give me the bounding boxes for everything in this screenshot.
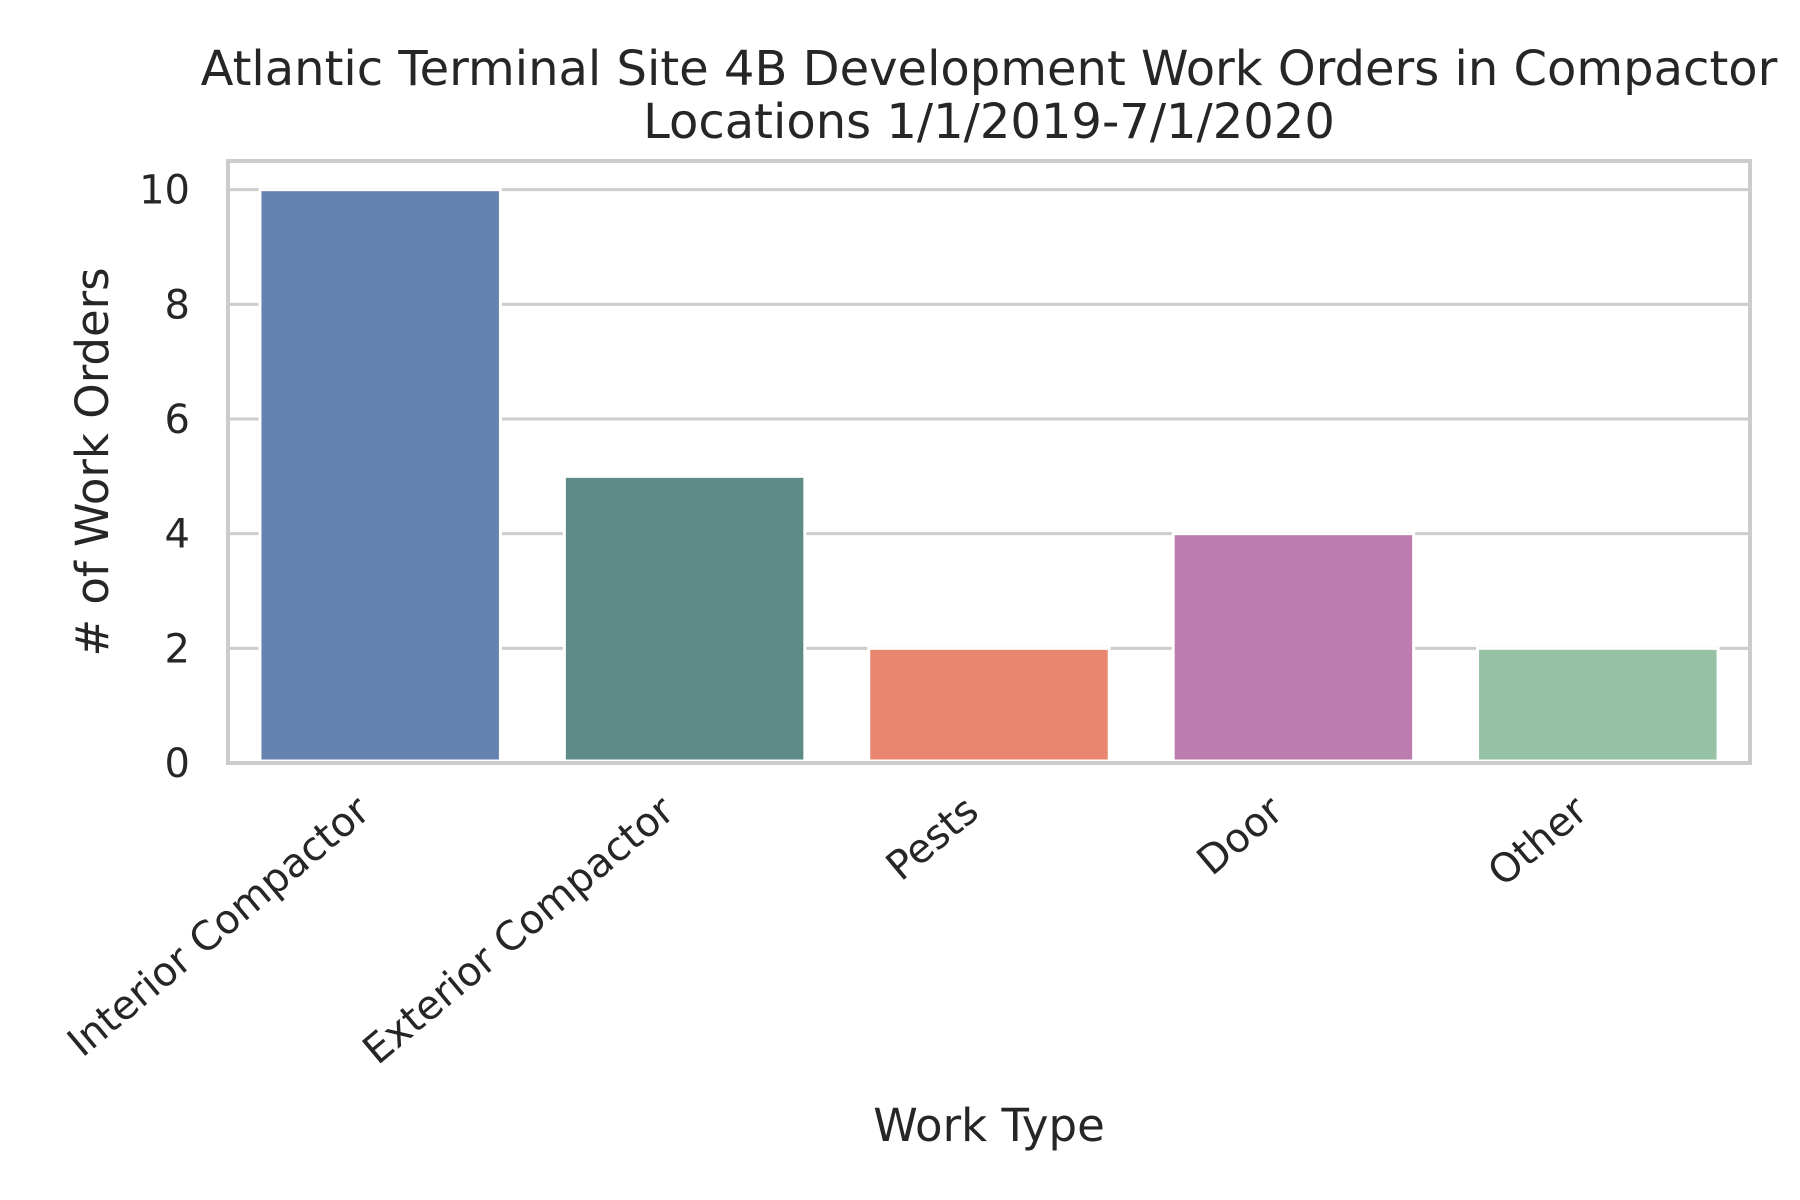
y-tick-label: 4 <box>165 512 190 558</box>
x-tick-label: Pests <box>878 787 988 890</box>
bar <box>562 474 807 763</box>
bar <box>1171 532 1416 763</box>
x-tick-label: Door <box>1189 787 1293 884</box>
y-tick-label: 0 <box>165 741 190 787</box>
plot-frame <box>226 159 1752 765</box>
x-axis-label: Work Type <box>873 1099 1105 1152</box>
chart-title-line-2: Locations 1/1/2019-7/1/2020 <box>643 94 1335 150</box>
bars <box>258 188 1720 763</box>
x-tick-label: Interior Compactor <box>59 787 379 1066</box>
y-tick-label: 6 <box>165 397 190 443</box>
x-tick-label: Other <box>1480 787 1597 896</box>
y-tick-label: 10 <box>139 168 190 214</box>
y-tick-label: 8 <box>165 282 190 328</box>
y-tick-label: 2 <box>165 626 190 672</box>
bar <box>1476 646 1720 763</box>
y-tick-labels: 0 2 4 6 8 10 <box>139 168 190 787</box>
bar <box>867 646 1111 763</box>
bar <box>258 188 502 763</box>
x-tick-label: Exterior Compactor <box>354 787 683 1073</box>
chart-title-line-1: Atlantic Terminal Site 4B Development Wo… <box>201 41 1778 97</box>
y-axis-label: # of Work Orders <box>66 267 119 656</box>
